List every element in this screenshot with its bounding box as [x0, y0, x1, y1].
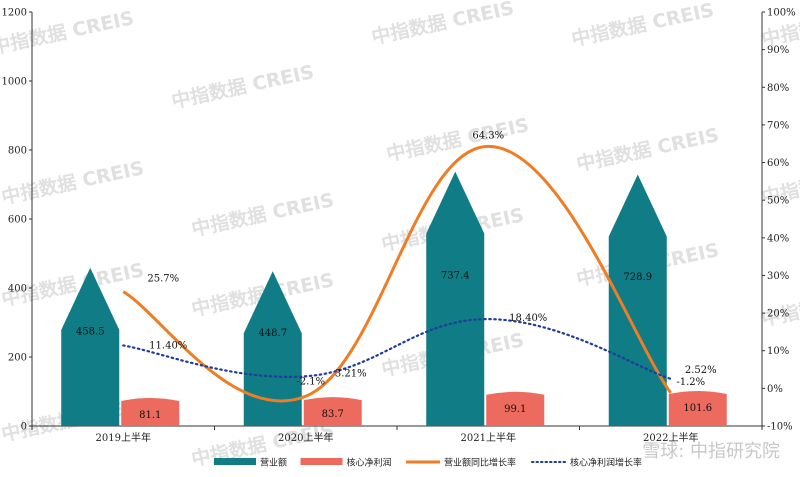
- x-tick-label: 2020上半年: [278, 431, 333, 444]
- x-tick-label: 2019上半年: [96, 431, 151, 444]
- legend-item: 核心净利润增长率: [531, 457, 642, 469]
- legend-label: 核心净利润: [347, 457, 392, 469]
- revenue-value-label: 728.9: [623, 272, 652, 283]
- revenue-value-label: 737.4: [441, 270, 470, 281]
- revenue-bar: [608, 174, 667, 426]
- legend-swatch: [214, 458, 256, 465]
- core-profit-growth-line: [122, 318, 672, 380]
- right-tick-label: 30%: [767, 271, 789, 282]
- core-profit-growth-label: 2.52%: [685, 365, 717, 376]
- core-profit-value-label: 101.6: [683, 403, 712, 414]
- chart-data-labels: 458.5 448.7 737.4 728.9 81.1 83.7 99.1 101.6 25.…: [76, 130, 717, 421]
- right-tick-label: 100%: [767, 8, 796, 19]
- core-profit-bar: [486, 391, 545, 426]
- core-profit-bar: [303, 397, 362, 426]
- left-tick-label: 600: [8, 215, 27, 226]
- signature-watermark: 雪球: 中指研究院: [642, 441, 780, 462]
- left-tick-label: 1000: [2, 77, 27, 88]
- revenue-value-label: 448.7: [258, 328, 287, 339]
- chart-axes: 0 200 400 600 800 1000 1200 -10% 0% 10% 20% 30% 40% 5…: [2, 8, 796, 445]
- right-tick-label: 80%: [767, 83, 789, 94]
- legend-label: 营业额同比增长率: [444, 457, 516, 469]
- legend-label: 营业额: [260, 457, 287, 469]
- left-tick-label: 0: [21, 422, 27, 433]
- revenue-growth-label: -1.2%: [676, 377, 705, 388]
- right-tick-label: 70%: [767, 120, 789, 131]
- core-profit-bar: [121, 398, 180, 426]
- revenue-bar: [243, 271, 302, 426]
- legend-item: 核心净利润: [300, 457, 392, 469]
- revenue-bar: [61, 267, 120, 426]
- core-profit-value-label: 99.1: [504, 404, 526, 415]
- revenue-growth-label: -2.1%: [296, 376, 325, 387]
- core-profit-value-label: 83.7: [322, 409, 344, 420]
- x-tick-label: 2021上半年: [461, 431, 516, 444]
- right-tick-label: -10%: [767, 422, 793, 433]
- revenue-value-label: 458.5: [76, 326, 105, 337]
- legend-label: 核心净利润增长率: [570, 457, 642, 469]
- legend-item: 营业额同比增长率: [406, 457, 516, 469]
- revenue-bar: [426, 171, 485, 426]
- right-tick-label: 90%: [767, 45, 789, 56]
- revenue-growth-label: 25.7%: [147, 274, 179, 285]
- right-tick-label: 60%: [767, 158, 789, 169]
- right-tick-label: 0%: [767, 384, 783, 395]
- chart-lines: [122, 144, 672, 403]
- core-profit-bar: [668, 390, 727, 426]
- core-profit-growth-label: 3.21%: [335, 368, 367, 379]
- left-tick-label: 200: [8, 353, 27, 364]
- legend-swatch: [300, 458, 343, 465]
- chart-legend: 营业额 核心净利润 营业额同比增长率 核心净利润增长率: [214, 457, 642, 469]
- right-tick-label: 40%: [767, 233, 789, 244]
- left-tick-label: 800: [8, 146, 27, 157]
- core-profit-growth-label: 18.40%: [509, 313, 547, 324]
- right-tick-label: 50%: [767, 196, 789, 207]
- right-tick-label: 20%: [767, 309, 789, 320]
- core-profit-value-label: 81.1: [139, 410, 161, 421]
- left-tick-label: 1200: [2, 8, 27, 19]
- x-tick-label: 2022上半年: [643, 431, 698, 444]
- left-tick-label: 400: [8, 284, 27, 295]
- right-tick-label: 10%: [767, 346, 789, 357]
- core-profit-growth-label: 11.40%: [149, 340, 187, 351]
- revenue-growth-line: [122, 144, 672, 403]
- chart-bars: [61, 171, 727, 426]
- legend-item: 营业额: [214, 457, 287, 469]
- revenue-growth-label: 64.3%: [472, 130, 504, 141]
